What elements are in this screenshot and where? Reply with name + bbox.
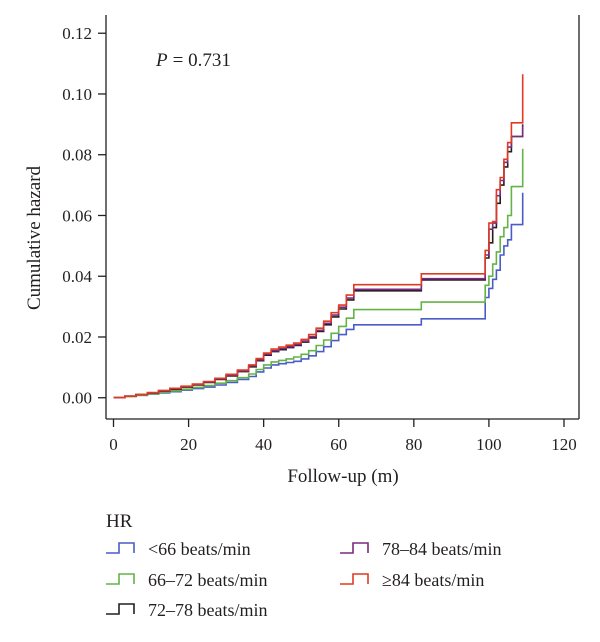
legend-label: 78–84 beats/min (382, 539, 502, 559)
series-layer (113, 74, 524, 399)
y-axis-title: Cumulative hazard (24, 165, 45, 310)
y-tick-label: 0.00 (62, 389, 92, 408)
legend-swatch (340, 542, 369, 554)
y-tick-label: 0.04 (62, 267, 92, 286)
y-tick-label: 0.10 (62, 85, 92, 104)
x-tick-label: 100 (476, 435, 502, 454)
legend-item: 72–78 beats/min (106, 600, 268, 620)
legend-swatch (340, 573, 369, 585)
legend-item: 78–84 beats/min (340, 539, 502, 559)
x-tick-label: 80 (405, 435, 422, 454)
legend: <66 beats/min 66–72 beats/min 72–78 beats/… (106, 539, 502, 620)
legend-item: <66 beats/min (106, 539, 251, 559)
x-tick-label: 40 (255, 435, 272, 454)
p-value-annotation: P = 0.731 (155, 50, 231, 71)
y-tick-label: 0.06 (62, 206, 92, 225)
legend-label: 66–72 beats/min (148, 570, 268, 590)
legend-swatch (106, 573, 135, 585)
legend-label: 72–78 beats/min (148, 600, 268, 620)
x-tick-label: 20 (180, 435, 197, 454)
series-line-1 (113, 192, 524, 399)
x-tick-label: 60 (330, 435, 347, 454)
y-tick-label: 0.08 (62, 146, 92, 165)
legend-item: 66–72 beats/min (106, 570, 268, 590)
legend-item: ≥84 beats/min (340, 570, 484, 590)
p-value-text: = 0.731 (173, 50, 231, 71)
x-axis-title: Follow-up (m) (287, 466, 398, 487)
legend-label: ≥84 beats/min (382, 570, 484, 590)
series-line-3 (113, 124, 524, 399)
legend-swatch (106, 603, 135, 615)
legend-swatch (106, 542, 135, 554)
y-tick-label: 0.12 (62, 24, 92, 43)
p-value-symbol: P (155, 50, 168, 71)
legend-label: <66 beats/min (148, 539, 251, 559)
axes: 0.00 0.02 0.04 0.06 0.08 0.10 0.12 0 20 40 60 80 100… (62, 15, 580, 454)
series-line-5 (113, 74, 524, 399)
y-tick-label: 0.02 (62, 328, 92, 347)
x-tick-label: 0 (109, 435, 118, 454)
series-line-4 (113, 125, 524, 399)
x-tick-label: 120 (551, 435, 577, 454)
legend-title: HR (106, 511, 133, 532)
